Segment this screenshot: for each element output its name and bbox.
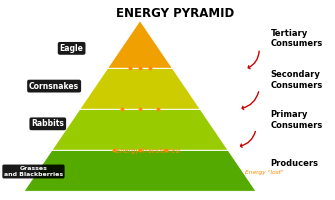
Polygon shape [108,21,173,68]
Text: Energy "lost": Energy "lost" [245,170,283,175]
Text: ENERGY PYRAMID: ENERGY PYRAMID [116,7,234,20]
Polygon shape [52,109,228,150]
Text: Grasses
and Blackberries: Grasses and Blackberries [4,166,63,177]
Text: Secondary
Consumers: Secondary Consumers [270,70,323,90]
Text: Tertiary
Consumers: Tertiary Consumers [270,29,323,48]
Text: Energy Transferred: Energy Transferred [116,148,180,154]
Text: Cornsnakes: Cornsnakes [29,82,79,91]
Text: Primary
Consumers: Primary Consumers [270,110,323,130]
Text: Eagle: Eagle [60,44,83,53]
Text: Producers: Producers [270,159,318,168]
Polygon shape [80,68,200,109]
Polygon shape [24,150,256,191]
Text: Rabbits: Rabbits [31,119,64,128]
